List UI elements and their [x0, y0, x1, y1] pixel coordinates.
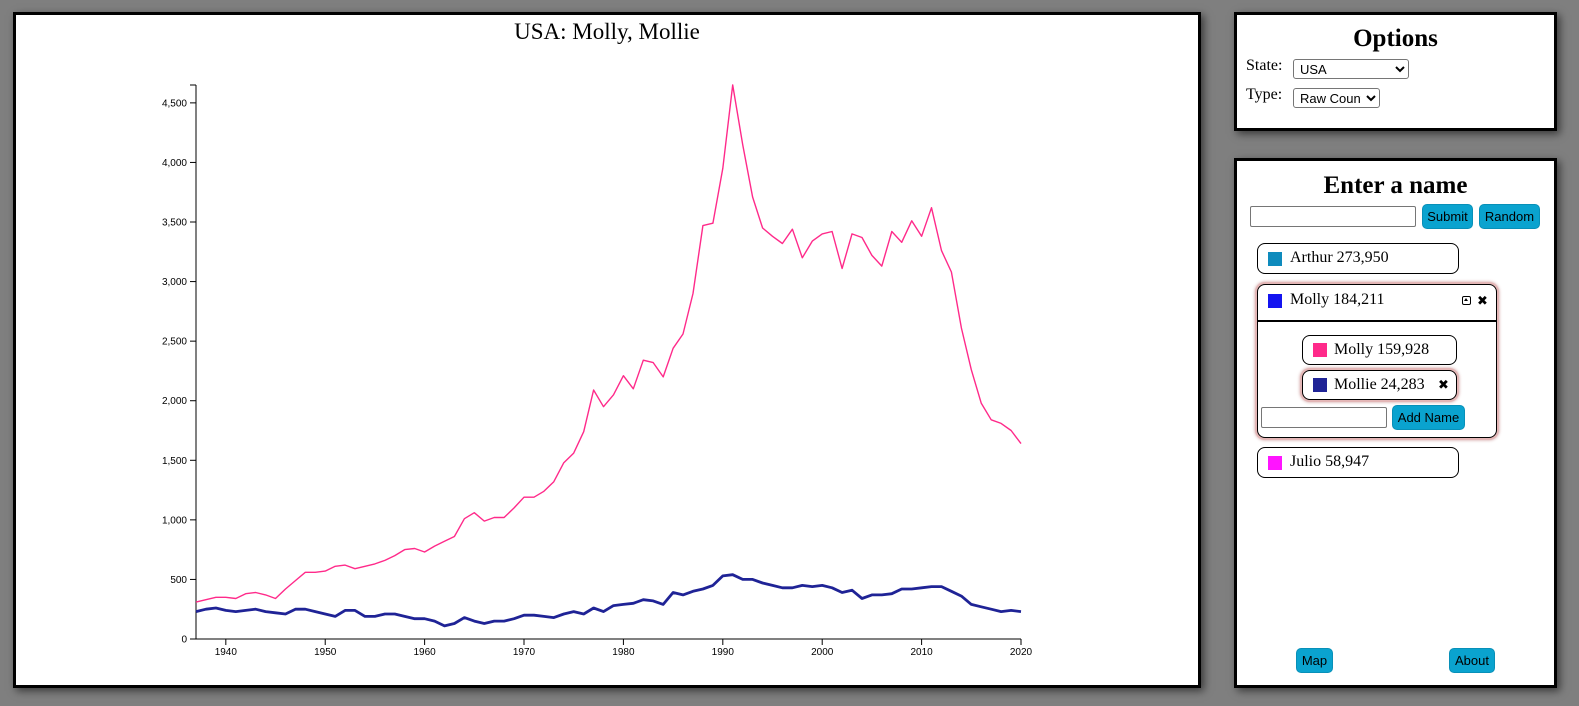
close-icon[interactable]: ✖ — [1477, 294, 1488, 309]
chart-panel: USA: Molly, Mollie 0 500 1,000 1,500 2,000 2,5… — [13, 12, 1201, 688]
state-select[interactable]: USA — [1293, 59, 1409, 79]
y-tick-label: 3,500 — [162, 218, 187, 229]
name-group-molly[interactable]: Molly 184,211 ✖ Molly 159,928 Mollie 24,… — [1257, 284, 1497, 438]
name-entry-label: Arthur 273,950 — [1290, 249, 1389, 266]
add-name-button[interactable]: Add Name — [1392, 405, 1465, 430]
x-tick-label: 1990 — [712, 647, 735, 658]
color-swatch — [1268, 456, 1282, 470]
state-label: State: — [1246, 57, 1283, 74]
y-tick-label: 4,000 — [162, 158, 187, 169]
submit-button[interactable]: Submit — [1422, 204, 1473, 229]
y-tick-label: 4,500 — [162, 98, 187, 109]
y-tick-label: 3,000 — [162, 277, 187, 288]
chart-title: USA: Molly, Mollie — [514, 19, 700, 44]
x-tick-label: 1950 — [314, 647, 337, 658]
series-line-molly — [195, 84, 1022, 603]
names-panel: Enter a name Submit Random Arthur 273,95… — [1234, 158, 1557, 688]
x-tick-label: 1980 — [612, 647, 635, 658]
sub-entry-label: Mollie 24,283 — [1334, 376, 1425, 393]
about-button[interactable]: About — [1449, 648, 1495, 673]
y-tick-label: 1,000 — [162, 515, 187, 526]
y-tick-label: 1,500 — [162, 456, 187, 467]
name-input[interactable] — [1250, 206, 1416, 227]
close-icon[interactable]: ✖ — [1438, 378, 1449, 393]
type-select[interactable]: Raw Count — [1293, 88, 1380, 108]
y-tick-label: 2,000 — [162, 396, 187, 407]
y-tick-label: 2,500 — [162, 337, 187, 348]
enter-name-title: Enter a name — [1323, 172, 1468, 199]
name-entry-julio[interactable]: Julio 58,947 — [1257, 447, 1459, 478]
map-button[interactable]: Map — [1296, 648, 1333, 673]
options-panel: Options State: USA Type: Raw Count — [1234, 12, 1557, 131]
series-line-mollie — [195, 573, 1022, 628]
color-swatch — [1313, 343, 1327, 357]
y-tick-label: 500 — [170, 575, 187, 586]
y-tick-label: 0 — [181, 635, 187, 646]
add-name-input[interactable] — [1261, 407, 1387, 428]
x-tick-label: 2000 — [811, 647, 834, 658]
random-button[interactable]: Random — [1479, 204, 1540, 229]
sub-entry-label: Molly 159,928 — [1334, 341, 1430, 358]
x-tick-label: 1970 — [513, 647, 536, 658]
group-divider — [1258, 320, 1496, 322]
color-swatch — [1268, 252, 1282, 266]
type-label: Type: — [1246, 86, 1283, 103]
color-swatch — [1313, 378, 1327, 392]
name-entry-arthur[interactable]: Arthur 273,950 — [1257, 243, 1459, 274]
x-tick-label: 1960 — [413, 647, 436, 658]
name-entry-label: Julio 58,947 — [1290, 453, 1370, 470]
color-swatch — [1268, 294, 1282, 308]
options-title: Options — [1353, 25, 1438, 52]
sub-entry-molly[interactable]: Molly 159,928 — [1302, 335, 1457, 365]
x-tick-label: 2010 — [910, 647, 933, 658]
x-tick-label: 1940 — [215, 647, 238, 658]
sub-entry-mollie[interactable]: Mollie 24,283 ✖ — [1302, 370, 1457, 400]
x-tick-label: 2020 — [1010, 647, 1033, 658]
name-group-label: Molly 184,211 — [1290, 291, 1385, 308]
collapse-icon[interactable] — [1462, 296, 1471, 305]
line-chart: USA: Molly, Mollie 0 500 1,000 1,500 2,000 2,5… — [162, 19, 1033, 658]
